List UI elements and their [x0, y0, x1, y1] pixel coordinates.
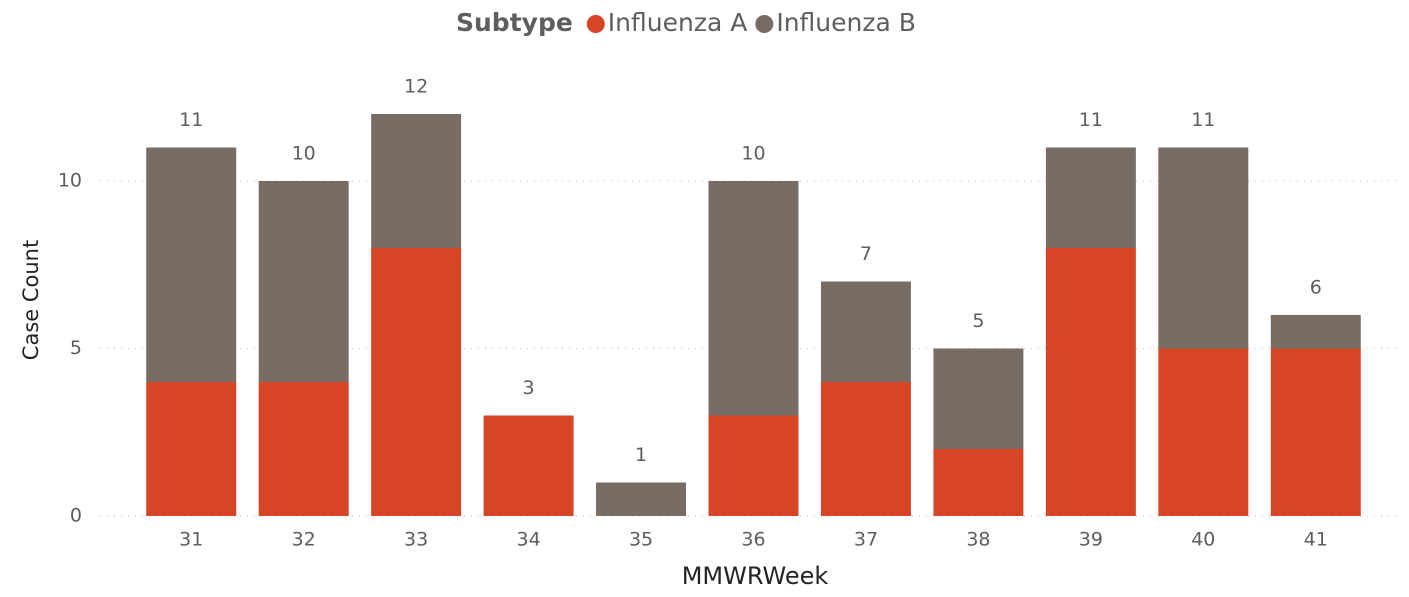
- total-label: 10: [292, 143, 316, 165]
- total-label: 10: [741, 143, 765, 165]
- x-axis-title: MMWRWeek: [682, 562, 829, 590]
- bar-segment: [258, 181, 349, 382]
- x-tick-label: 35: [629, 529, 653, 551]
- x-tick-label: 36: [741, 529, 765, 551]
- bar-segment: [1045, 248, 1136, 516]
- x-tick-label: 40: [1191, 529, 1215, 551]
- x-tick-label: 31: [179, 529, 203, 551]
- x-tick-label: 37: [854, 529, 878, 551]
- legend-title: Subtype: [456, 8, 573, 37]
- bar-segment: [146, 147, 237, 382]
- bar-segment: [596, 482, 687, 516]
- bar-segment: [820, 281, 911, 382]
- y-tick-label: 0: [70, 505, 82, 527]
- bar-segment: [1158, 147, 1249, 349]
- total-label: 11: [1079, 109, 1103, 131]
- legend-label: Influenza B: [776, 8, 916, 37]
- total-label: 1: [635, 444, 647, 466]
- bar-segment: [933, 348, 1024, 449]
- bar-segment: [483, 415, 574, 516]
- bar-segment: [708, 181, 799, 416]
- total-label: 7: [860, 243, 872, 265]
- bar-segment: [933, 449, 1024, 516]
- legend-marker: [755, 15, 774, 33]
- x-tick-label: 33: [404, 529, 428, 551]
- total-label: 5: [972, 310, 984, 332]
- total-label: 11: [1191, 109, 1215, 131]
- bar-segment: [371, 114, 462, 248]
- x-tick-label: 38: [966, 529, 990, 551]
- bar-segment: [371, 248, 462, 516]
- x-tick-label: 41: [1304, 529, 1328, 551]
- total-label: 6: [1310, 277, 1322, 299]
- x-tick-label: 32: [292, 529, 316, 551]
- y-tick-label: 5: [70, 337, 82, 359]
- bar-segment: [820, 382, 911, 516]
- bar-segment: [146, 382, 237, 516]
- y-tick-label: 10: [58, 170, 82, 192]
- legend-marker: [586, 15, 605, 33]
- total-label: 12: [404, 76, 428, 98]
- total-label: 11: [179, 109, 203, 131]
- bar-segment: [1158, 348, 1249, 516]
- bar-segment: [1270, 315, 1361, 349]
- bar-segment: [1270, 348, 1361, 516]
- bar-segment: [258, 382, 349, 516]
- total-label: 3: [523, 377, 535, 399]
- bar-segment: [708, 415, 799, 516]
- bar-segment: [1045, 147, 1136, 248]
- x-tick-label: 39: [1079, 529, 1103, 551]
- y-axis-title: Case Count: [19, 240, 43, 360]
- legend-label: Influenza A: [608, 8, 748, 37]
- x-tick-label: 34: [516, 529, 540, 551]
